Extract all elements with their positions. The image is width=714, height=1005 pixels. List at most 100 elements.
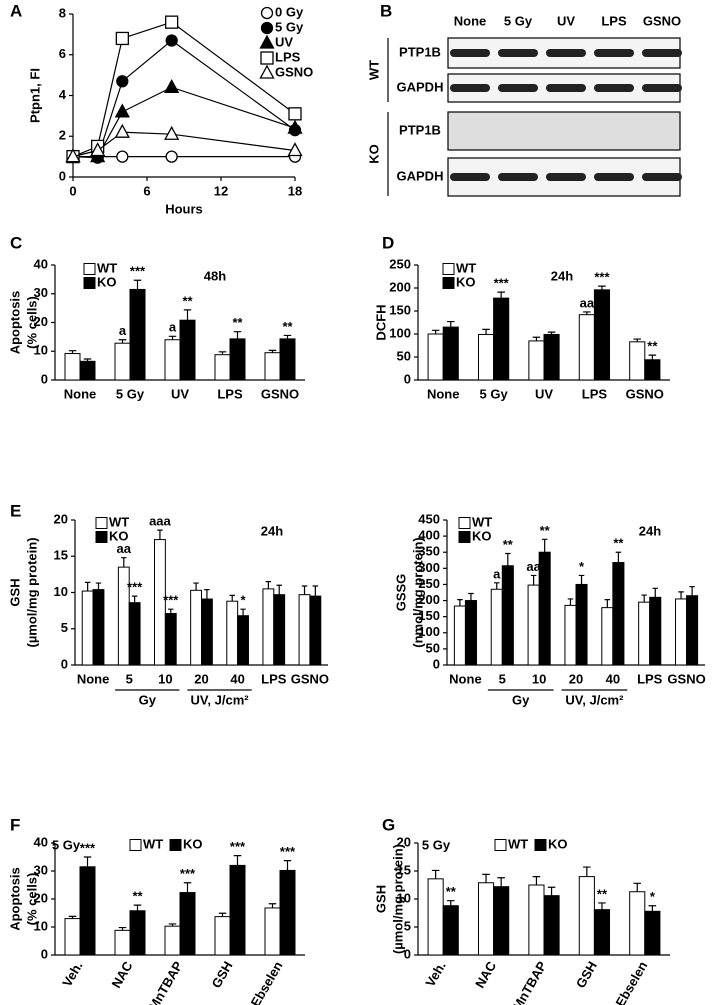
significance-label: ** [597, 886, 608, 901]
data-point [116, 75, 129, 88]
bar [114, 342, 131, 381]
bar [64, 353, 81, 381]
bar [129, 910, 146, 956]
group-label: WT [366, 60, 381, 80]
y-tick-label: 10 [34, 918, 48, 933]
blot-band [546, 49, 586, 57]
bar [601, 607, 614, 666]
error-bar [95, 582, 102, 590]
legend-marker [259, 64, 275, 79]
row-label: GAPDH [397, 168, 444, 183]
x-tick-label: 12 [214, 183, 228, 198]
data-point [288, 107, 302, 121]
blot-band [642, 49, 682, 57]
x-tick-label: UV [171, 386, 189, 401]
bar [477, 333, 495, 381]
x-tick-label: 40 [606, 671, 620, 686]
significance-label: *** [127, 580, 143, 595]
bar [229, 864, 246, 956]
error-bar [233, 331, 242, 339]
x-tick-label: 10 [532, 671, 546, 686]
group-label: Gy [139, 692, 157, 707]
bar [201, 598, 213, 666]
y-tick-label: 0 [433, 656, 440, 671]
error-bar [131, 595, 138, 603]
error-bar [648, 905, 657, 912]
data-point [116, 150, 129, 163]
significance-label: ** [132, 889, 143, 904]
subtitle: 24h [551, 268, 573, 283]
error-bar [431, 329, 440, 334]
error-bar [615, 551, 622, 563]
y-axis-label: GSH [373, 885, 388, 913]
legend-label: KO [183, 836, 203, 851]
error-bar [583, 311, 591, 315]
bar [593, 909, 611, 956]
significance-label: ** [613, 536, 624, 551]
blot-frame [447, 111, 681, 151]
legend-label: KO [548, 836, 568, 851]
y-tick-label: 400 [418, 528, 440, 543]
y-tick-label: 40 [34, 834, 48, 849]
bar [214, 916, 231, 956]
error-bar [641, 594, 647, 603]
bar [477, 882, 495, 956]
bar [164, 613, 177, 666]
error-bar [68, 915, 77, 919]
y-tick-label: 0 [404, 371, 411, 386]
error-bar [633, 882, 642, 892]
y-tick-label: 0 [404, 946, 411, 961]
panel-letter: B [380, 1, 392, 20]
significance-label: *** [280, 844, 296, 859]
error-bar [689, 586, 695, 596]
bar [179, 319, 196, 381]
y-tick-label: 100 [389, 325, 411, 340]
legend-label: KO [472, 528, 492, 543]
data-point [165, 150, 178, 163]
data-point [287, 119, 303, 134]
series-line [72, 21, 296, 158]
blot-band [546, 84, 586, 92]
bar [453, 605, 466, 666]
y-tick-label: 8 [59, 5, 66, 20]
y-tick-label: 20 [34, 314, 48, 329]
x-tick-label: Ebselen [248, 959, 286, 1005]
x-tick-label: None [449, 671, 482, 686]
bar [629, 341, 646, 381]
error-bar [598, 902, 606, 910]
y-axis-label: (µmol/mg protein) [24, 537, 39, 647]
bar [179, 892, 196, 956]
error-bar [276, 584, 282, 595]
error-bar [268, 903, 277, 908]
error-bar [678, 591, 684, 599]
error-bar [431, 869, 440, 879]
bar [543, 895, 560, 956]
bar [237, 615, 249, 666]
significance-label: *** [230, 839, 246, 854]
error-bar [168, 608, 174, 614]
bar [686, 595, 699, 666]
bar [644, 359, 661, 381]
blot-band [594, 49, 634, 57]
legend-swatch [458, 517, 471, 529]
subtitle: 24h [261, 523, 283, 538]
x-tick-label: 20 [569, 671, 583, 686]
bar [427, 333, 444, 381]
x-tick-label: Ebselen [612, 959, 650, 1005]
y-tick-label: 20 [397, 834, 411, 849]
significance-label: *** [80, 840, 96, 855]
error-bar [218, 351, 227, 355]
y-tick-label: 300 [418, 560, 440, 575]
legend-swatch [95, 531, 108, 543]
data-point [114, 123, 130, 138]
legend-label: KO [97, 274, 117, 289]
bar [81, 590, 94, 666]
subtitle: 5 Gy [422, 837, 451, 852]
bar [501, 565, 514, 666]
x-tick-label: LPS [261, 671, 287, 686]
bar [264, 907, 281, 956]
error-bar [493, 582, 500, 590]
significance-label: a [169, 320, 177, 335]
y-tick-label: 250 [389, 256, 411, 271]
error-bar [547, 331, 556, 335]
